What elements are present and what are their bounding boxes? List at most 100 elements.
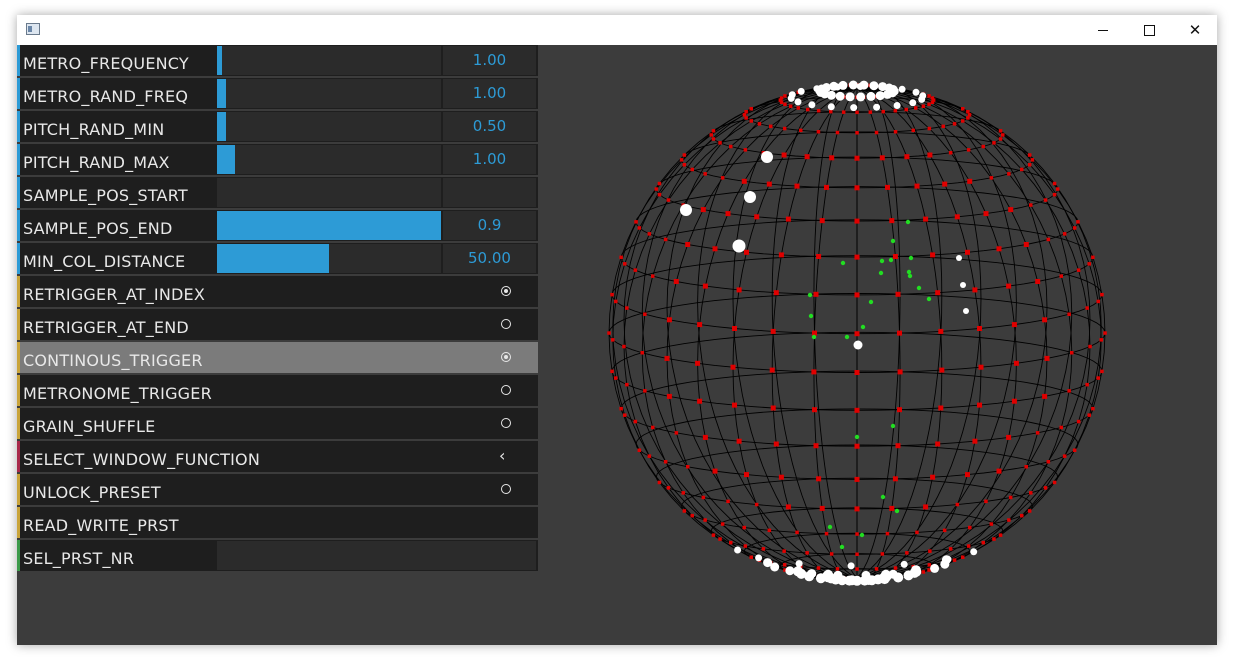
param-row-retrigger-at-index[interactable]: RETRIGGER_AT_INDEX bbox=[17, 276, 538, 309]
toggle-off-icon[interactable] bbox=[501, 484, 511, 494]
param-row-retrigger-at-end[interactable]: RETRIGGER_AT_END bbox=[17, 309, 538, 342]
row-accent-bar bbox=[17, 507, 20, 538]
red-vertex-dot bbox=[742, 525, 746, 530]
toggle-on-icon[interactable] bbox=[501, 352, 511, 362]
toggle-off-icon[interactable] bbox=[501, 319, 511, 329]
red-vertex-dot bbox=[1042, 393, 1048, 399]
param-row-read-write-prst[interactable]: READ_WRITE_PRST bbox=[17, 507, 538, 540]
red-vertex-dot bbox=[806, 107, 810, 112]
param-row-grain-shuffle[interactable]: GRAIN_SHUFFLE bbox=[17, 408, 538, 441]
param-row-select-window-function[interactable]: SELECT_WINDOW_FUNCTION ‹ bbox=[17, 441, 538, 474]
red-vertex-dot bbox=[781, 152, 787, 158]
param-row-continous-trigger[interactable]: CONTINOUS_TRIGGER bbox=[17, 342, 538, 375]
red-vertex-dot bbox=[1043, 486, 1048, 490]
title-bar[interactable]: ✕ bbox=[17, 15, 1217, 45]
red-vertex-dot bbox=[1035, 279, 1041, 284]
red-vertex-dot bbox=[989, 176, 994, 180]
red-vertex-dot bbox=[778, 98, 783, 102]
minimize-button[interactable] bbox=[1080, 15, 1126, 45]
red-vertex-dot bbox=[989, 522, 994, 526]
red-vertex-dot bbox=[743, 544, 748, 548]
red-vertex-dot bbox=[984, 499, 988, 504]
param-row-sample-pos-end[interactable]: SAMPLE_POS_END 0.9 bbox=[17, 210, 538, 243]
toggle-off-icon[interactable] bbox=[501, 418, 511, 428]
preset-number-field[interactable] bbox=[217, 541, 536, 570]
white-particle-dot bbox=[963, 308, 969, 314]
param-row-pitch-rand-min[interactable]: PITCH_RAND_MIN 0.50 bbox=[17, 111, 538, 144]
sphere-visualization[interactable] bbox=[17, 15, 1217, 645]
chevron-left-icon[interactable]: ‹ bbox=[499, 446, 506, 465]
param-slider[interactable] bbox=[217, 112, 441, 141]
param-label: SELECT_WINDOW_FUNCTION bbox=[23, 450, 260, 469]
white-particle-dot bbox=[732, 239, 746, 253]
red-vertex-dot bbox=[1096, 376, 1100, 380]
red-vertex-dot bbox=[682, 163, 687, 167]
toggle-off-icon[interactable] bbox=[501, 385, 511, 395]
red-vertex-dot bbox=[634, 220, 638, 224]
param-slider[interactable] bbox=[217, 211, 441, 240]
param-row-unlock-preset[interactable]: UNLOCK_PRESET bbox=[17, 474, 538, 507]
meridian-line bbox=[856, 86, 1073, 579]
red-vertex-dot bbox=[674, 431, 679, 435]
param-value[interactable]: 1.00 bbox=[443, 79, 536, 108]
param-row-min-col-distance[interactable]: MIN_COL_DISTANCE 50.00 bbox=[17, 243, 538, 276]
close-button[interactable]: ✕ bbox=[1172, 15, 1218, 45]
red-vertex-dot bbox=[992, 537, 996, 541]
param-slider[interactable] bbox=[217, 145, 441, 174]
red-vertex-dot bbox=[1020, 167, 1024, 172]
red-vertex-dot bbox=[930, 96, 935, 100]
red-vertex-dot bbox=[812, 407, 817, 413]
red-vertex-dot bbox=[766, 181, 772, 187]
param-row-sel-prst-nr[interactable]: SEL_PRST_NR bbox=[17, 540, 538, 573]
red-vertex-dot bbox=[785, 216, 791, 222]
param-value[interactable]: 0.9 bbox=[443, 211, 536, 240]
red-vertex-dot bbox=[895, 291, 901, 297]
param-slider[interactable] bbox=[217, 46, 441, 75]
red-vertex-dot bbox=[1027, 509, 1032, 513]
red-vertex-dot bbox=[854, 218, 860, 224]
param-slider[interactable] bbox=[217, 79, 441, 108]
white-particle-dot bbox=[680, 204, 692, 216]
param-slider[interactable] bbox=[217, 244, 441, 273]
red-vertex-dot bbox=[835, 130, 840, 135]
toggle-on-icon[interactable] bbox=[501, 286, 511, 296]
red-vertex-dot bbox=[824, 531, 829, 536]
param-row-pitch-rand-max[interactable]: PITCH_RAND_MAX 1.00 bbox=[17, 144, 538, 177]
red-vertex-dot bbox=[1076, 220, 1080, 224]
white-particle-dot bbox=[930, 563, 940, 573]
green-particle-dot bbox=[890, 423, 896, 429]
white-particle-dot bbox=[888, 569, 898, 579]
param-row-metronome-trigger[interactable]: METRONOME_TRIGGER bbox=[17, 375, 538, 408]
param-slider[interactable] bbox=[217, 178, 441, 207]
param-value[interactable]: 0.50 bbox=[443, 112, 536, 141]
red-vertex-dot bbox=[892, 254, 898, 259]
param-value[interactable] bbox=[443, 178, 536, 207]
red-vertex-dot bbox=[897, 330, 902, 336]
param-value[interactable]: 1.00 bbox=[443, 145, 536, 174]
red-vertex-dot bbox=[992, 141, 996, 145]
red-vertex-dot bbox=[930, 100, 935, 104]
param-row-metro-rand-freq[interactable]: METRO_RAND_FREQ 1.00 bbox=[17, 78, 538, 111]
red-vertex-dot bbox=[930, 474, 936, 480]
red-vertex-dot bbox=[855, 131, 859, 135]
red-vertex-dot bbox=[647, 454, 652, 458]
red-vertex-dot bbox=[1011, 322, 1017, 328]
red-vertex-dot bbox=[854, 254, 860, 260]
red-vertex-dot bbox=[1006, 434, 1012, 440]
param-value[interactable]: 1.00 bbox=[443, 46, 536, 75]
red-vertex-dot bbox=[1088, 344, 1092, 349]
red-vertex-dot bbox=[1001, 133, 1005, 137]
red-vertex-dot bbox=[1029, 203, 1033, 207]
param-row-metro-frequency[interactable]: METRO_FREQUENCY 1.00 bbox=[17, 45, 538, 78]
param-label: UNLOCK_PRESET bbox=[23, 483, 161, 502]
maximize-icon bbox=[1143, 24, 1155, 36]
maximize-button[interactable] bbox=[1126, 15, 1172, 45]
red-vertex-dot bbox=[967, 178, 973, 184]
slider-fill bbox=[217, 46, 222, 75]
red-vertex-dot bbox=[666, 198, 671, 202]
red-vertex-dot bbox=[914, 106, 918, 110]
param-value[interactable]: 50.00 bbox=[443, 244, 536, 273]
param-row-sample-pos-start[interactable]: SAMPLE_POS_START bbox=[17, 177, 538, 210]
green-particle-dot bbox=[807, 292, 813, 298]
red-vertex-dot bbox=[703, 518, 707, 522]
